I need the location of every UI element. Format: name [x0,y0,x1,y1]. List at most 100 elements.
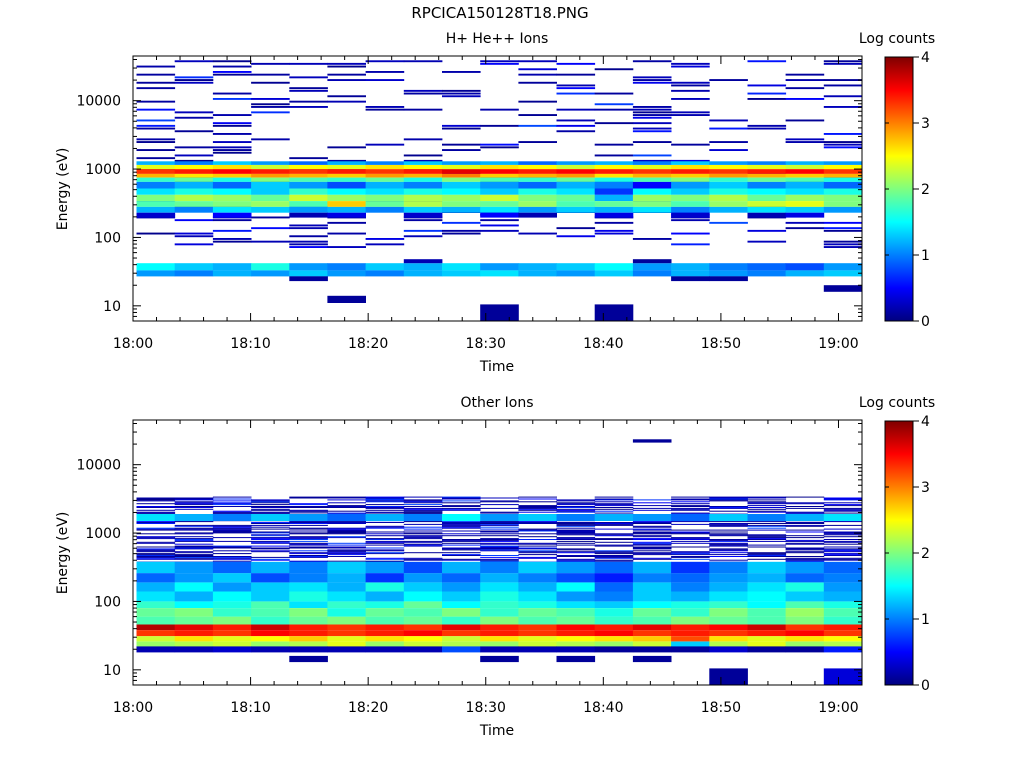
spectrogram-cell [251,545,290,547]
spectrogram-cell [480,512,519,514]
spectrogram-cell [785,601,825,608]
spectrogram-cell [289,550,328,552]
page-title: RPCICA150128T18.PNG [411,4,589,22]
spectrogram-cell [365,499,405,501]
spectrogram-cell [518,561,557,574]
spectrogram-cell [823,62,863,65]
spectrogram-cell [594,555,634,556]
spectrogram-cell [823,561,863,574]
spectrogram-cell [365,541,405,543]
spectrogram-cell [251,507,290,508]
x-tick-label: 18:40 [583,700,623,716]
spectrogram-cell [365,616,405,625]
spectrogram-cell [518,630,557,637]
spectrogram-cell [671,521,710,523]
colorbar-tick-label: 1 [921,612,930,628]
spectrogram-cell [174,551,214,553]
panel-title: Other Ions [460,395,533,411]
spectrogram-cell [823,528,863,530]
spectrogram-cell [518,100,557,103]
spectrogram-cell [212,514,252,521]
spectrogram-cell [174,60,214,63]
spectrogram-cell [709,539,748,540]
spectrogram-cell [251,106,290,108]
spectrogram-cell [442,502,481,504]
spectrogram-cell [174,206,214,213]
spectrogram-cell [212,636,252,642]
spectrogram-cell [403,159,443,162]
spectrogram-cell [174,161,214,165]
spectrogram-cell [556,560,596,562]
spectrogram-cell [518,509,557,511]
spectrogram-cell [785,181,825,189]
spectrogram-cell [823,79,863,81]
spectrogram-cell [823,548,863,550]
spectrogram-cell [136,232,176,235]
spectrogram-cell [747,555,787,556]
spectrogram-cell [327,159,366,162]
spectrogram-cell [632,159,672,162]
spectrogram-cell [594,523,634,525]
spectrogram-cell [212,616,252,625]
spectrogram-cell [747,554,787,556]
spectrogram-cell [785,624,825,631]
spectrogram-cell [671,212,710,218]
spectrogram-cell [212,141,252,143]
spectrogram-cell [136,157,176,160]
spectrogram-cell [174,263,214,271]
spectrogram-cell [327,530,366,532]
spectrogram-cell [747,556,787,557]
spectrogram-cell [671,62,710,65]
spectrogram-cell [327,554,366,556]
spectrogram-cell [365,194,405,202]
spectrogram-cell [709,646,748,653]
spectrogram-cell [747,523,787,524]
spectrogram-cell [212,532,252,534]
spectrogram-cell [823,533,863,535]
spectrogram-cell [365,509,405,511]
spectrogram-cell [212,524,252,526]
spectrogram-cell [212,496,252,498]
spectrogram-cell [480,500,519,502]
x-tick-label: 18:40 [583,336,623,352]
spectrogram-cell [632,546,672,548]
spectrogram-cell [632,188,672,195]
spectrogram-cell [136,506,176,507]
spectrogram-cell [251,559,290,561]
spectrogram-cell [403,624,443,631]
spectrogram-cell [327,560,366,562]
spectrogram-cell [709,276,748,282]
spectrogram-cell [365,538,405,540]
spectrogram-cell [594,194,634,202]
spectrogram-cell [212,526,252,528]
spectrogram-cell [136,538,176,540]
spectrogram-cell [480,545,519,547]
spectrogram-cell [365,531,405,533]
spectrogram-cell [632,544,672,546]
spectrogram-cell [709,542,748,544]
spectrogram-cell [251,504,290,506]
spectrogram-cell [174,533,214,535]
spectrogram-cell [632,60,672,63]
spectrogram-cell [136,212,176,218]
spectrogram-cell [747,573,787,583]
spectrogram-cell [212,219,252,222]
spectrogram-cell [823,499,863,501]
spectrogram-cell [174,177,214,182]
spectrogram-cell [518,188,557,195]
spectrogram-cell [632,543,672,545]
spectrogram-cell [174,552,214,554]
spectrogram-cell [594,188,634,195]
spectrogram-cell [785,537,825,539]
spectrogram-cell [212,240,252,243]
spectrogram-cell [480,224,519,227]
spectrogram-cell [403,511,443,513]
spectrogram-cell [747,616,787,625]
spectrogram-cell [823,270,863,277]
spectrogram-cell [480,555,519,556]
spectrogram-cell [632,539,672,540]
spectrogram-cell [594,523,634,524]
spectrogram-cell [403,544,443,546]
spectrogram-cell [136,138,176,141]
spectrogram-cell [671,84,710,87]
